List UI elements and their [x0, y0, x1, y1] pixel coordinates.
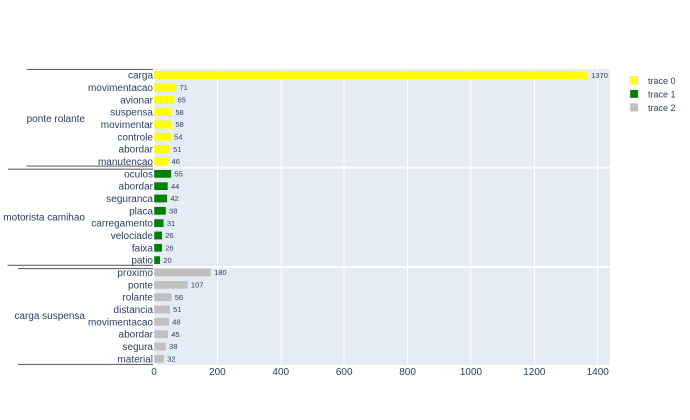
svg-text:distancia​​: distancia​​ [114, 305, 154, 316]
svg-text:trace 1: trace 1 [648, 89, 676, 99]
svg-text:0: 0 [151, 367, 157, 378]
svg-text:32: 32 [167, 354, 175, 363]
svg-text:oculos​: oculos​ [124, 169, 153, 180]
svg-text:faixa​: faixa​ [132, 243, 154, 254]
svg-text:suspensa: suspensa [110, 108, 153, 119]
svg-text:abordar: abordar [119, 145, 154, 156]
svg-text:motorista camihao: motorista camihao [3, 213, 85, 224]
svg-text:trace 0: trace 0 [648, 76, 676, 86]
svg-text:material​​: material​​ [117, 354, 153, 365]
svg-text:180: 180 [214, 268, 227, 277]
svg-text:54: 54 [174, 132, 182, 141]
svg-text:200: 200 [209, 367, 226, 378]
svg-text:51: 51 [173, 305, 181, 314]
svg-text:movimentar: movimentar [101, 120, 154, 131]
svg-text:avionar: avionar [120, 95, 153, 106]
svg-text:rolante​​: rolante​​ [122, 293, 153, 304]
svg-text:carga: carga [128, 71, 153, 82]
svg-text:44: 44 [171, 182, 179, 191]
svg-text:48: 48 [172, 317, 180, 326]
svg-text:20: 20 [163, 256, 171, 265]
svg-text:placa​: placa​ [129, 206, 153, 217]
svg-text:31: 31 [167, 219, 175, 228]
svg-text:1200: 1200 [523, 367, 546, 378]
svg-text:abordar​: abordar​ [119, 182, 154, 193]
svg-text:proximo​​: proximo​​ [117, 268, 153, 279]
svg-text:carga suspensa: carga suspensa [14, 311, 85, 322]
svg-text:46: 46 [172, 157, 180, 166]
svg-text:seguranca​: seguranca​ [106, 194, 153, 205]
svg-text:ponte rolante: ponte rolante [27, 114, 86, 125]
svg-text:800: 800 [399, 367, 416, 378]
svg-text:manutencao: manutencao [98, 157, 153, 168]
svg-text:controle: controle [117, 132, 153, 143]
svg-text:patio​: patio​ [131, 256, 153, 267]
svg-text:segura​​: segura​​ [122, 342, 153, 353]
svg-text:ponte​​: ponte​​ [128, 280, 153, 291]
svg-text:600: 600 [336, 367, 353, 378]
svg-text:65: 65 [178, 95, 186, 104]
svg-text:abordar​​: abordar​​ [119, 330, 154, 341]
svg-text:71: 71 [180, 83, 188, 92]
svg-text:carregamento​: carregamento​ [91, 219, 153, 230]
svg-text:107: 107 [191, 280, 204, 289]
svg-text:45: 45 [171, 330, 179, 339]
svg-text:38: 38 [169, 342, 177, 351]
svg-text:58: 58 [175, 108, 183, 117]
svg-text:1370: 1370 [591, 71, 608, 80]
svg-text:58: 58 [175, 120, 183, 129]
svg-text:26: 26 [165, 231, 173, 240]
svg-text:42: 42 [170, 194, 178, 203]
svg-text:movimentacao: movimentacao [88, 83, 153, 94]
svg-text:velociade​: velociade​ [111, 231, 154, 242]
svg-text:38: 38 [169, 206, 177, 215]
svg-text:movimentacao​​: movimentacao​​ [88, 317, 153, 328]
svg-text:26: 26 [165, 243, 173, 252]
svg-text:1400: 1400 [587, 367, 610, 378]
svg-text:55: 55 [174, 169, 182, 178]
svg-text:400: 400 [272, 367, 289, 378]
svg-text:1000: 1000 [460, 367, 483, 378]
svg-text:56: 56 [175, 293, 183, 302]
svg-text:trace 2: trace 2 [648, 103, 676, 113]
svg-text:51: 51 [173, 145, 181, 154]
